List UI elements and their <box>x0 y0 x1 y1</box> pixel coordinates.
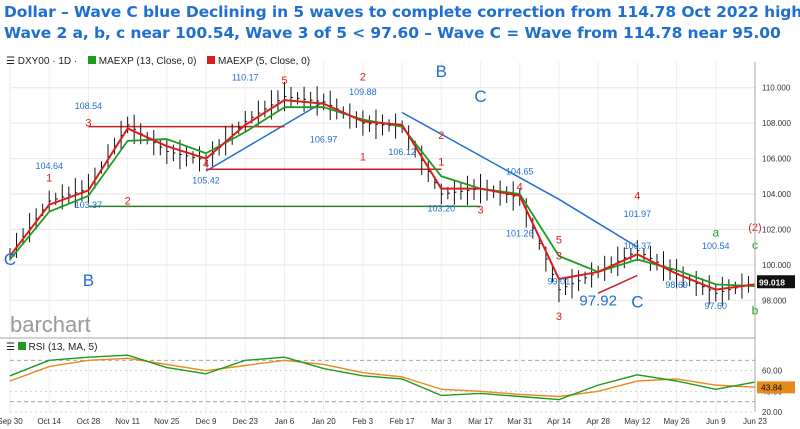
wave-label: 108.54 <box>75 101 103 111</box>
headline: Dollar – Wave C blue Declining in 5 wave… <box>4 2 800 44</box>
trendlines <box>88 101 638 294</box>
wave-label: 3 <box>556 251 562 263</box>
ma13-swatch <box>88 56 96 64</box>
wave-label: 5 <box>556 235 562 247</box>
x-tick-label: Jan 6 <box>275 417 295 426</box>
rsi-last-label: 43.84 <box>761 382 783 392</box>
wave-label: 1 <box>360 151 366 163</box>
wave-label: 103.37 <box>75 200 103 210</box>
y-tick-label: 98.000 <box>762 296 787 305</box>
wave-label: 100.54 <box>702 241 730 251</box>
wave-label: 106.12 <box>388 147 416 157</box>
wave-label: 3 <box>477 204 483 216</box>
legend-rsi: RSI (13, MA, 5) <box>28 342 98 353</box>
x-tick-label: Jan 20 <box>312 417 337 426</box>
x-tick-label: Mar 3 <box>431 417 452 426</box>
x-tick-label: Jun 23 <box>743 417 768 426</box>
last-price-label: 99.018 <box>759 277 785 287</box>
x-tick-label: Sep 30 <box>0 417 23 426</box>
rsi-legend: ☰ RSI (13, MA, 5) <box>6 342 97 353</box>
wave-label: 101.26 <box>506 229 534 239</box>
rsi-tick-label: 20.00 <box>762 408 783 417</box>
ma5-swatch <box>207 56 216 64</box>
legend-ma5: MAEXP (5, Close, 0) <box>217 56 311 67</box>
trendline-red-channel <box>597 274 638 294</box>
wave-label: 3 <box>556 311 562 323</box>
wave-label: 110.17 <box>232 73 259 83</box>
legend-bar: ☰ DXY00 · 1D · MAEXP (13, Close, 0) MAEX… <box>6 56 310 67</box>
series-lines <box>9 99 756 401</box>
headline-line-1: Dollar – Wave C blue Declining in 5 wave… <box>4 3 800 21</box>
watermark: barchart <box>10 312 91 337</box>
menu-icon[interactable]: ☰ <box>6 56 18 67</box>
y-tick-label: 102.000 <box>762 225 791 234</box>
last-price-tag <box>757 275 795 289</box>
x-tick-label: Feb 17 <box>390 417 415 426</box>
trendline-blue-falling-ext <box>558 198 638 248</box>
x-tick-label: Mar 17 <box>468 417 493 426</box>
x-tick-label: Dec 23 <box>233 417 259 426</box>
x-tick-label: Dec 9 <box>196 417 217 426</box>
y-tick-label: 106.000 <box>762 155 791 164</box>
wave-label: 109.88 <box>349 87 377 97</box>
wave-label: 104.64 <box>35 161 63 171</box>
wave-label: 4 <box>203 158 209 170</box>
x-tick-label: Feb 3 <box>353 417 374 426</box>
wave-label: 4 <box>517 181 523 193</box>
x-tick-label: Oct 14 <box>37 417 61 426</box>
wave-label: 99.01 <box>548 276 571 286</box>
wave-annotations: 110.17 5 2 109.88 B C 108.54 3 106.97 106.12 1 2 1 10… <box>4 62 762 323</box>
x-tick-label: Oct 28 <box>77 417 101 426</box>
wave-label: 2 <box>438 130 444 142</box>
x-tick-label: Apr 28 <box>586 417 610 426</box>
y-tick-label: 110.000 <box>762 84 791 93</box>
wave-label: 100.37 <box>624 241 652 251</box>
wave-label: 4 <box>634 190 640 202</box>
y-tick-label: 108.000 <box>762 119 791 128</box>
wave-label: 1 <box>438 157 444 169</box>
wave-label: 98.69 <box>665 280 688 290</box>
wave-label: 1 <box>46 173 52 185</box>
wave-label: B <box>436 62 447 81</box>
wave-label: 97.60 <box>705 301 728 311</box>
wave-label: C <box>474 87 486 106</box>
wave-label: 2 <box>125 196 131 208</box>
x-tick-label: May 26 <box>663 417 690 426</box>
rsi-line <box>9 354 756 401</box>
trendline-blue-rising <box>205 101 325 172</box>
wave-label: 5 <box>281 75 287 87</box>
rsi-swatch <box>17 342 26 350</box>
wave-label: 105.42 <box>192 175 220 185</box>
x-tick-label: Apr 14 <box>547 417 571 426</box>
x-tick-label: Nov 11 <box>115 417 140 426</box>
x-tick-label: May 12 <box>624 417 651 426</box>
wave-label: 2 <box>360 72 366 84</box>
legend-ma13: MAEXP (13, Close, 0) <box>98 56 197 67</box>
x-tick-label: Mar 31 <box>507 417 532 426</box>
ma5-line <box>9 99 756 291</box>
trendline-blue-falling <box>401 111 560 200</box>
axes: 98.000 100.000 102.000 104.000 106.000 108.00… <box>0 62 795 426</box>
rsi-tick-label: 60.00 <box>762 367 783 376</box>
wave-label: 104.65 <box>506 167 534 177</box>
wave-label: 97.92 <box>579 293 617 310</box>
x-tick-label: Nov 25 <box>154 417 180 426</box>
rsi-menu-icon[interactable]: ☰ <box>6 342 18 353</box>
wave-label: 3 <box>85 118 91 130</box>
rsi-ma-line <box>9 357 756 398</box>
wave-label: 101.97 <box>624 209 652 219</box>
rsi-last-tag <box>757 381 795 394</box>
wave-label: B <box>83 271 94 290</box>
wave-label: 103.20 <box>428 204 456 214</box>
y-tick-label: 104.000 <box>762 190 791 199</box>
x-tick-label: Jun 9 <box>706 417 726 426</box>
wave-label: a <box>712 226 719 240</box>
wave-label: C <box>4 250 16 269</box>
headline-line-2: Wave 2 a, b, c near 100.54, Wave 3 of 5 … <box>4 24 781 42</box>
wave-label: C <box>631 292 643 311</box>
y-tick-label: 100.000 <box>762 261 791 270</box>
legend-symbol: DXY00 · 1D · <box>17 56 78 67</box>
wave-label: 106.97 <box>310 135 338 145</box>
